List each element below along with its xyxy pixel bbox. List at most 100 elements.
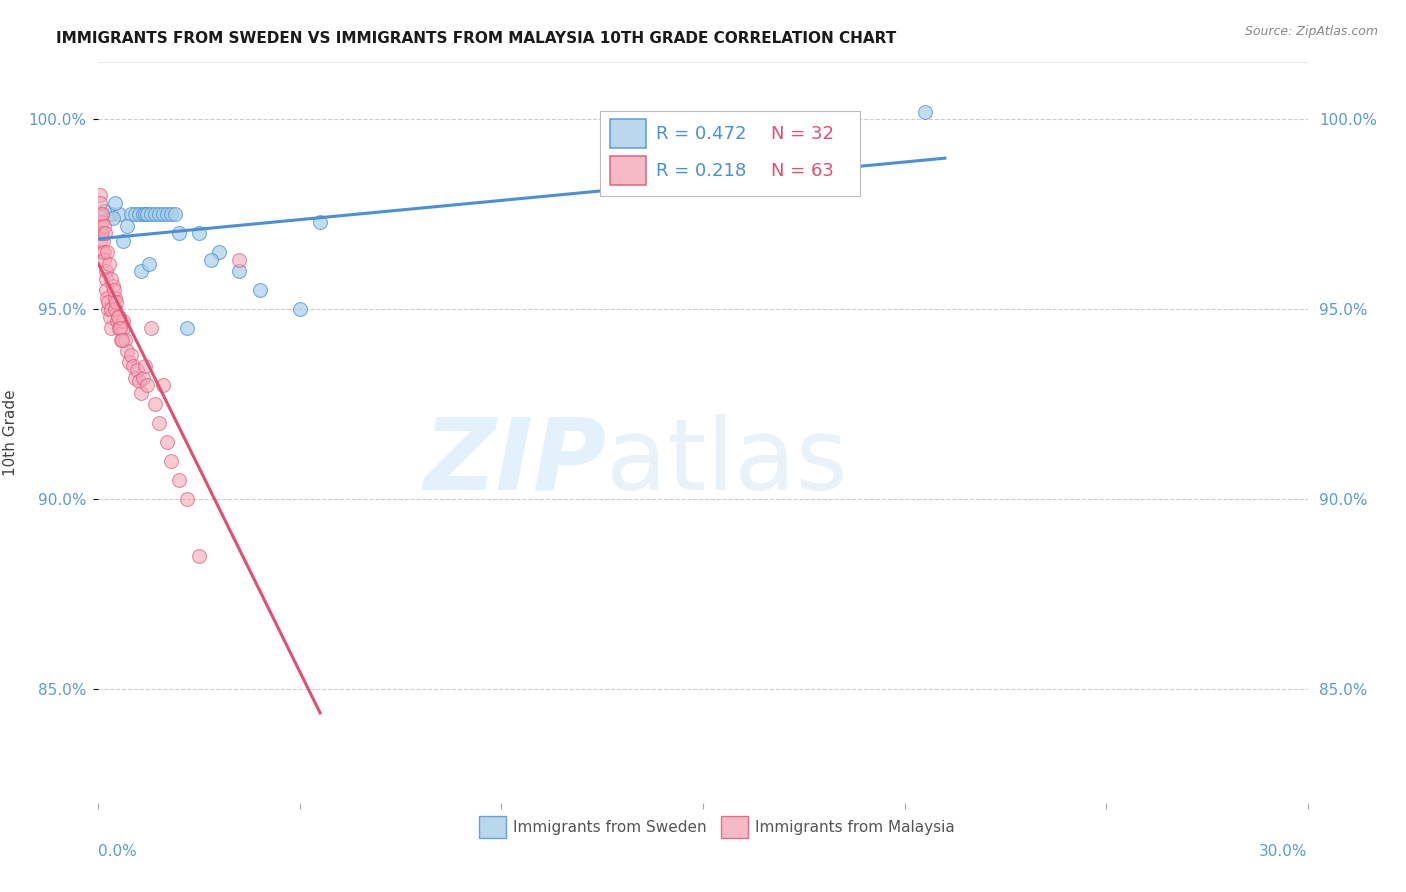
Point [111, 234, 134, 248]
Point [143, 397, 166, 411]
Text: N = 32: N = 32 [770, 125, 834, 143]
Text: R = 0.472: R = 0.472 [655, 125, 747, 143]
Point [96, 283, 118, 297]
Point [96, 291, 118, 305]
Point [132, 207, 155, 221]
Point [176, 321, 198, 335]
Text: R = 0.218: R = 0.218 [655, 161, 747, 179]
Point [89, 219, 111, 233]
Point [105, 313, 128, 327]
Point [91, 227, 114, 241]
Point [152, 207, 174, 221]
Point [120, 207, 142, 221]
Point [96, 245, 118, 260]
Text: 30.0%: 30.0% [1260, 844, 1308, 858]
Point [91, 234, 114, 248]
Point [93, 203, 115, 218]
Point [148, 207, 170, 221]
Y-axis label: 10th Grade: 10th Grade [3, 389, 17, 476]
Point [90, 215, 112, 229]
Point [228, 252, 250, 267]
Point [111, 321, 134, 335]
Point [103, 291, 125, 305]
Bar [479, 816, 506, 838]
Point [89, 207, 111, 221]
Point [107, 207, 129, 221]
Text: ZIP: ZIP [423, 414, 606, 511]
Point [143, 207, 166, 221]
Bar [610, 120, 647, 147]
Point [103, 283, 125, 297]
Point [89, 195, 111, 210]
Point [114, 333, 136, 347]
Point [118, 355, 141, 369]
Point [103, 302, 125, 317]
Point [101, 211, 124, 226]
Point [100, 272, 122, 286]
Point [93, 252, 115, 267]
Point [124, 370, 146, 384]
Text: Immigrants from Sweden: Immigrants from Sweden [513, 820, 707, 835]
Point [288, 302, 311, 317]
Point [160, 207, 183, 221]
Point [94, 227, 117, 241]
Bar [721, 816, 748, 838]
Point [163, 207, 186, 221]
Point [135, 378, 157, 392]
Point [120, 348, 142, 362]
Point [100, 207, 122, 221]
Bar [610, 156, 647, 185]
Point [228, 264, 250, 278]
Text: N = 63: N = 63 [770, 161, 834, 179]
Point [97, 294, 120, 309]
Point [110, 333, 132, 347]
Point [156, 435, 179, 450]
Point [167, 227, 190, 241]
Point [104, 294, 127, 309]
Point [152, 378, 174, 392]
Point [128, 207, 150, 221]
Point [115, 343, 138, 358]
Point [103, 195, 125, 210]
Point [148, 416, 170, 430]
Text: IMMIGRANTS FROM SWEDEN VS IMMIGRANTS FROM MALAYSIA 10TH GRADE CORRELATION CHART: IMMIGRANTS FROM SWEDEN VS IMMIGRANTS FRO… [56, 31, 897, 46]
Point [134, 207, 156, 221]
Point [132, 370, 155, 384]
Point [176, 491, 198, 506]
Point [91, 245, 114, 260]
Point [156, 207, 179, 221]
Text: atlas: atlas [606, 414, 848, 511]
Point [101, 279, 124, 293]
Point [115, 219, 138, 233]
Point [138, 257, 160, 271]
Point [188, 549, 211, 563]
Point [111, 313, 134, 327]
Point [98, 257, 121, 271]
Text: Immigrants from Malaysia: Immigrants from Malaysia [755, 820, 955, 835]
Point [208, 245, 231, 260]
Point [100, 321, 122, 335]
Point [107, 310, 129, 324]
Point [93, 245, 115, 260]
Text: Source: ZipAtlas.com: Source: ZipAtlas.com [1244, 25, 1378, 38]
Text: 0.0%: 0.0% [98, 844, 138, 858]
Point [135, 207, 157, 221]
Point [167, 473, 190, 487]
Point [200, 252, 222, 267]
Point [125, 363, 148, 377]
Point [249, 283, 271, 297]
Point [139, 207, 162, 221]
Point [160, 454, 183, 468]
Point [134, 359, 156, 374]
Point [107, 310, 129, 324]
Point [121, 359, 143, 374]
Point [139, 321, 162, 335]
Bar [600, 111, 860, 195]
Point [188, 227, 211, 241]
Point [90, 227, 112, 241]
Point [96, 272, 118, 286]
Point [128, 375, 150, 389]
Point [129, 385, 152, 400]
Point [107, 321, 129, 335]
Point [97, 302, 120, 317]
